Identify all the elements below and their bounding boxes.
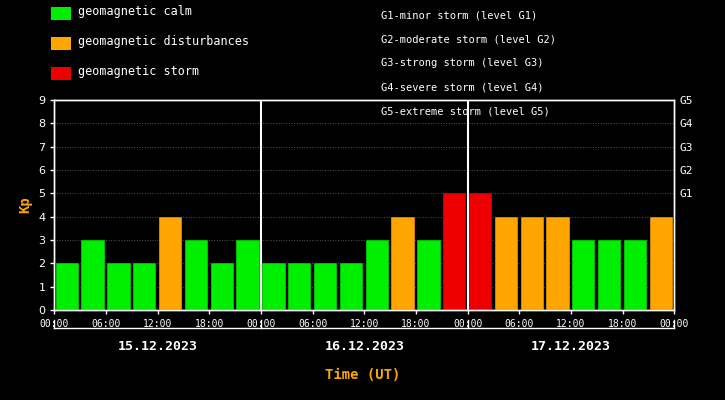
Bar xyxy=(443,193,466,310)
Bar xyxy=(133,263,157,310)
Text: 17.12.2023: 17.12.2023 xyxy=(531,340,611,353)
Bar xyxy=(81,240,104,310)
Text: 15.12.2023: 15.12.2023 xyxy=(117,340,198,353)
Text: G4-severe storm (level G4): G4-severe storm (level G4) xyxy=(381,82,543,92)
Text: G5-extreme storm (level G5): G5-extreme storm (level G5) xyxy=(381,106,550,116)
Text: G1-minor storm (level G1): G1-minor storm (level G1) xyxy=(381,10,537,20)
Bar xyxy=(159,217,182,310)
Text: geomagnetic calm: geomagnetic calm xyxy=(78,6,192,18)
Bar xyxy=(469,193,492,310)
Bar xyxy=(624,240,647,310)
Bar xyxy=(288,263,311,310)
Bar xyxy=(392,217,415,310)
Bar xyxy=(521,217,544,310)
Text: G3-strong storm (level G3): G3-strong storm (level G3) xyxy=(381,58,543,68)
Bar xyxy=(547,217,570,310)
Bar xyxy=(185,240,208,310)
Text: geomagnetic storm: geomagnetic storm xyxy=(78,66,199,78)
Text: Time (UT): Time (UT) xyxy=(325,368,400,382)
Bar xyxy=(314,263,337,310)
Text: G2-moderate storm (level G2): G2-moderate storm (level G2) xyxy=(381,34,555,44)
Bar xyxy=(365,240,389,310)
Bar xyxy=(56,263,79,310)
Bar xyxy=(494,217,518,310)
Bar xyxy=(262,263,286,310)
Bar xyxy=(236,240,260,310)
Bar xyxy=(211,263,234,310)
Bar xyxy=(418,240,441,310)
Bar xyxy=(650,217,673,310)
Text: geomagnetic disturbances: geomagnetic disturbances xyxy=(78,36,249,48)
Bar xyxy=(598,240,621,310)
Bar xyxy=(572,240,595,310)
Text: 16.12.2023: 16.12.2023 xyxy=(324,340,405,353)
Y-axis label: Kp: Kp xyxy=(19,197,33,213)
Bar xyxy=(107,263,130,310)
Bar xyxy=(340,263,363,310)
